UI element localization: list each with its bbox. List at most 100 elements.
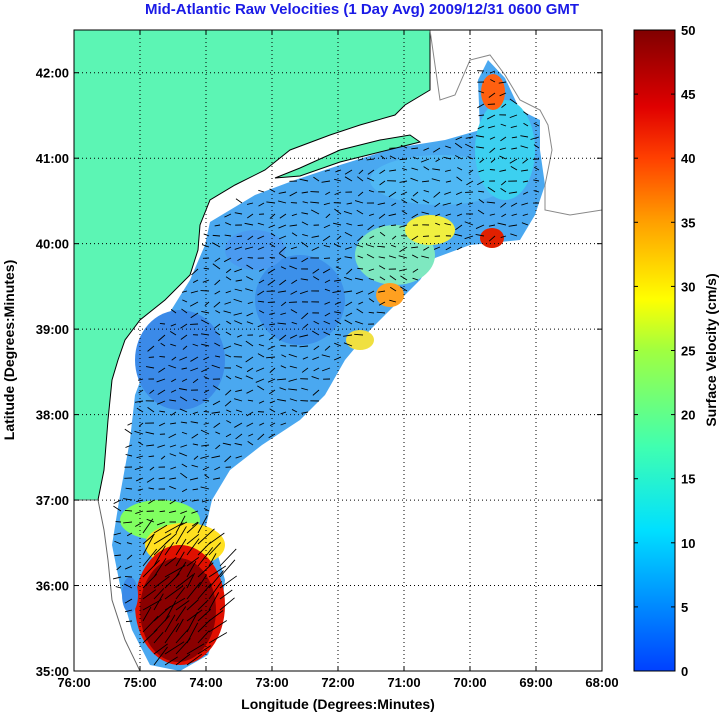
velocity-arrow bbox=[332, 290, 342, 293]
y-tick-label: 35:00 bbox=[36, 664, 69, 679]
velocity-arrow bbox=[153, 533, 172, 545]
velocity-arrow bbox=[511, 147, 518, 150]
velocity-arrow bbox=[530, 136, 540, 140]
fast-patch bbox=[405, 215, 455, 245]
velocity-arrow bbox=[159, 356, 166, 358]
velocity-arrow bbox=[214, 224, 221, 227]
velocity-arrow bbox=[456, 246, 463, 251]
velocity-arrow bbox=[489, 147, 496, 154]
velocity-arrow bbox=[197, 599, 209, 611]
velocity-arrow bbox=[368, 298, 375, 303]
velocity-arrow bbox=[204, 474, 210, 479]
velocity-arrow bbox=[192, 488, 199, 491]
velocity-arrow bbox=[291, 232, 298, 237]
velocity-arrow bbox=[214, 466, 221, 471]
velocity-arrow bbox=[191, 499, 199, 502]
velocity-arrow bbox=[186, 643, 205, 655]
velocity-arrow bbox=[197, 528, 215, 545]
velocity-arrow bbox=[215, 310, 221, 314]
velocity-arrow bbox=[124, 598, 133, 604]
velocity-arrow bbox=[226, 409, 232, 413]
velocity-arrow bbox=[158, 367, 166, 373]
velocity-arrow bbox=[358, 301, 364, 305]
velocity-arrow bbox=[521, 202, 529, 206]
velocity-arrow bbox=[234, 288, 243, 292]
velocity-arrow bbox=[399, 180, 408, 183]
velocity-arrow bbox=[291, 213, 298, 217]
velocity-arrow bbox=[278, 252, 287, 259]
velocity-arrow bbox=[355, 290, 364, 295]
velocity-arrow bbox=[289, 398, 298, 402]
velocity-arrow bbox=[466, 180, 474, 186]
velocity-arrow bbox=[365, 244, 375, 248]
velocity-arrow bbox=[208, 592, 220, 611]
velocity-arrow bbox=[197, 515, 208, 534]
velocity-arrow bbox=[455, 136, 463, 141]
velocity-arrow bbox=[181, 290, 188, 293]
velocity-arrow bbox=[170, 466, 177, 470]
velocity-arrow bbox=[164, 556, 177, 567]
velocity-arrow bbox=[346, 222, 353, 226]
velocity-arrow bbox=[145, 431, 155, 435]
velocity-arrow bbox=[355, 244, 364, 248]
velocity-arrow bbox=[135, 521, 144, 527]
velocity-arrow bbox=[432, 147, 441, 153]
velocity-arrow bbox=[411, 147, 419, 150]
velocity-arrow bbox=[488, 224, 496, 227]
velocity-arrow bbox=[258, 268, 265, 272]
velocity-arrow bbox=[356, 176, 364, 182]
velocity-arrow bbox=[334, 243, 342, 248]
velocity-arrow bbox=[202, 279, 210, 283]
velocity-arrow bbox=[302, 323, 309, 329]
velocity-arrow bbox=[247, 399, 254, 402]
velocity-arrow bbox=[476, 146, 485, 149]
velocity-arrow bbox=[456, 202, 463, 206]
velocity-arrow bbox=[142, 589, 157, 600]
velocity-arrow bbox=[259, 422, 265, 426]
velocity-arrow bbox=[225, 246, 232, 251]
velocity-arrow bbox=[182, 345, 188, 350]
velocity-arrow bbox=[192, 378, 199, 384]
velocity-arrow bbox=[379, 231, 386, 237]
velocity-arrow bbox=[164, 656, 178, 666]
velocity-arrow bbox=[159, 510, 166, 513]
velocity-arrow bbox=[114, 554, 122, 557]
velocity-arrow bbox=[234, 246, 243, 250]
velocity-arrow bbox=[281, 354, 287, 358]
velocity-arrow bbox=[511, 136, 518, 139]
velocity-arrow bbox=[302, 356, 309, 360]
velocity-arrow bbox=[488, 235, 496, 242]
x-tick-label: 68:00 bbox=[585, 675, 618, 690]
velocity-arrow bbox=[279, 334, 287, 341]
velocity-arrow bbox=[465, 136, 474, 139]
velocity-arrow bbox=[147, 345, 155, 352]
velocity-arrow bbox=[186, 609, 203, 622]
velocity-arrow bbox=[323, 245, 331, 248]
velocity-arrow bbox=[178, 388, 188, 391]
velocity-arrow bbox=[332, 222, 342, 226]
velocity-arrow bbox=[158, 422, 166, 427]
velocity-arrow bbox=[301, 387, 309, 391]
velocity-field bbox=[112, 60, 545, 671]
velocity-arrow bbox=[380, 155, 386, 160]
velocity-arrow bbox=[344, 169, 353, 175]
velocity-arrow bbox=[246, 321, 254, 325]
velocity-arrow bbox=[423, 147, 430, 151]
y-tick-label: 38:00 bbox=[36, 408, 69, 423]
velocity-arrow bbox=[421, 180, 430, 183]
velocity-arrow bbox=[269, 188, 276, 193]
velocity-arrow bbox=[197, 645, 212, 655]
velocity-arrow bbox=[311, 376, 320, 380]
velocity-arrow bbox=[225, 389, 232, 396]
velocity-arrow bbox=[235, 433, 243, 440]
velocity-arrow bbox=[164, 622, 179, 644]
velocity-arrow bbox=[201, 367, 210, 373]
velocity-arrow bbox=[192, 398, 199, 402]
velocity-arrow bbox=[357, 267, 364, 270]
velocity-arrow bbox=[211, 455, 221, 459]
velocity-arrow bbox=[259, 334, 265, 337]
velocity-arrow bbox=[489, 70, 496, 74]
velocity-arrow bbox=[213, 477, 221, 480]
velocity-arrow bbox=[301, 221, 309, 226]
